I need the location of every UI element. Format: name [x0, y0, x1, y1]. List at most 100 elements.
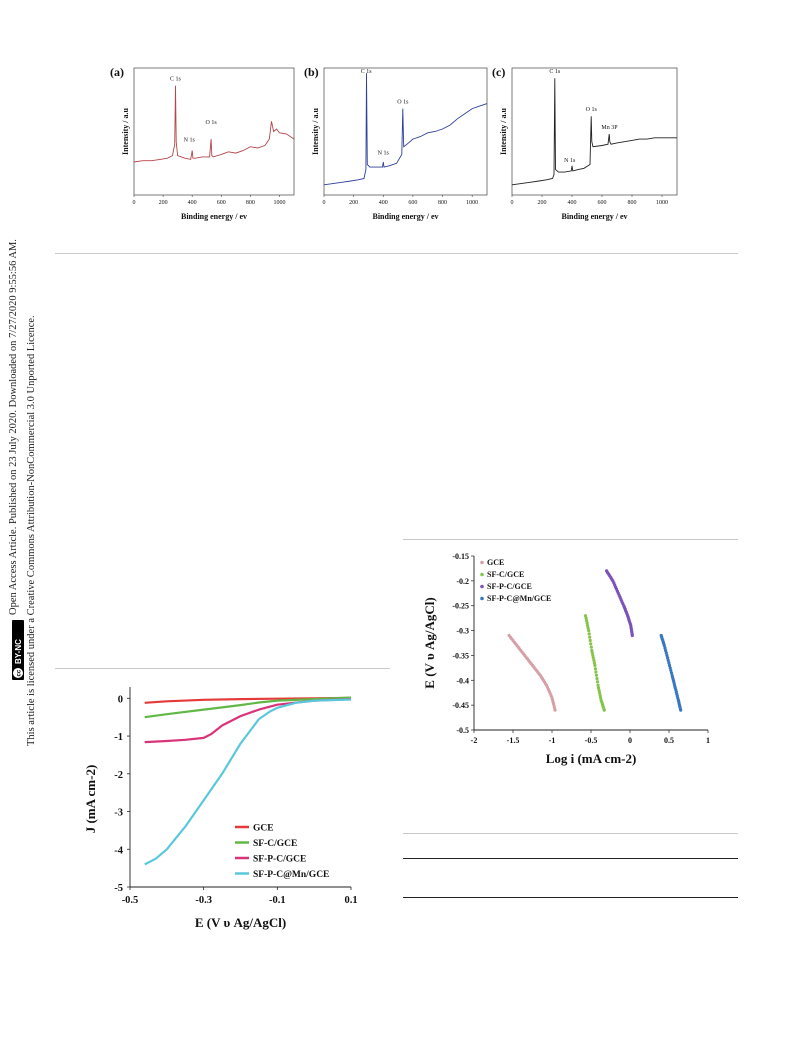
xps-panel-a: (a) 0 200 400 600 800 1000 Binding energy / ev I…: [108, 60, 298, 235]
peak-label: C 1s: [361, 69, 373, 75]
x-axis-label: Binding energy / ev: [181, 212, 247, 221]
x-tick-label: -1: [549, 736, 556, 745]
x-tick-label: 1000: [466, 200, 478, 206]
data-point: [598, 691, 602, 695]
license-side-note: Open Access Article. Published on 23 Jul…: [4, 120, 44, 746]
side-note-line1: Open Access Article. Published on 23 Jul…: [8, 239, 19, 615]
legend-label: SF-P-C/GCE: [487, 582, 532, 591]
data-point: [597, 688, 601, 692]
data-point: [553, 708, 557, 712]
series-line: [144, 698, 352, 866]
data-point: [595, 680, 600, 684]
peak-label: C 1s: [549, 69, 561, 75]
figure-separator: [55, 253, 738, 254]
peak-label: Mn 3P: [601, 125, 618, 131]
y-tick-label: -0.3: [456, 627, 469, 636]
data-point: [594, 673, 599, 677]
data-point: [588, 635, 592, 639]
x-tick-label: 600: [408, 200, 417, 206]
data-point: [669, 671, 674, 675]
plot-frame: [133, 67, 295, 196]
x-tick-label: 0: [133, 200, 136, 206]
data-point: [589, 645, 593, 649]
x-tick-label: 600: [217, 200, 226, 206]
legend-label: SF-P-C/GCE: [253, 855, 306, 865]
x-tick-label: -0.5: [122, 895, 139, 906]
y-tick-label: -0.35: [452, 651, 469, 660]
x-tick-label: 1000: [656, 200, 668, 206]
data-point: [667, 663, 672, 667]
x-tick-label: 0: [628, 736, 632, 745]
data-point: [585, 621, 589, 625]
legend-label: GCE: [253, 824, 274, 834]
data-point: [596, 686, 601, 690]
xps-panel-b: (b) 0 200 400 600 800 1000 Binding energy / ev I…: [302, 60, 492, 235]
data-point: [593, 667, 597, 671]
x-tick-label: 200: [349, 200, 358, 206]
x-tick-label: 400: [188, 200, 197, 206]
xps-spectrum-line: [133, 85, 295, 163]
peak-label: O 1s: [206, 120, 218, 126]
y-axis-label: J (mA cm-2): [83, 765, 98, 834]
data-point: [586, 624, 590, 628]
plot-frame: [511, 67, 678, 196]
data-point: [595, 677, 599, 681]
data-point: [586, 626, 590, 630]
legend-marker: [480, 596, 484, 601]
data-point: [599, 696, 603, 700]
cc-by-nc-badge[interactable]: cc BY-NC: [12, 620, 24, 680]
legend-label: SF-C/GCE: [253, 839, 297, 849]
x-tick-label: 200: [159, 200, 168, 206]
data-point: [588, 638, 592, 643]
data-point: [584, 616, 588, 620]
data-point: [664, 651, 668, 655]
data-point: [590, 651, 594, 655]
x-tick-label: 400: [379, 200, 388, 206]
y-axis-label: Intensity / a.u: [499, 108, 508, 155]
x-axis-label: Binding energy / ev: [561, 212, 627, 221]
cc-icon: cc: [17, 669, 23, 676]
data-point: [666, 658, 670, 662]
legend-label: SF-P-C@Mn/GCE: [253, 870, 329, 880]
x-axis-label: Log i (mA cm-2): [546, 751, 637, 766]
x-tick-label: 400: [568, 200, 577, 206]
lsv-chart: 0 -1 -2 -3 -4 -5 -0.5 -0.3 -0.1 0.1 E (V υ Ag/AgCl…: [75, 675, 375, 940]
legend-label: SF-P-C@Mn/GCE: [487, 594, 551, 603]
data-point: [664, 648, 668, 653]
x-tick-label: 0.5: [664, 736, 674, 745]
panel-label: (a): [110, 65, 124, 79]
y-tick-label: -0.5: [456, 726, 469, 735]
series-line: [144, 698, 352, 744]
legend-marker: [480, 572, 484, 577]
y-axis-label: E (V υ Ag/AgCl): [422, 597, 437, 688]
y-tick-label: 0: [118, 694, 123, 705]
y-axis-label: Intensity / a.u: [121, 108, 130, 155]
tafel-chart: -0.15 -0.2 -0.25 -0.3 -0.35 -0.4 -0.45 -0.5 -2 -1…: [410, 548, 730, 773]
x-tick-label: -2: [471, 736, 478, 745]
data-point: [663, 646, 667, 650]
table-rule-3: [403, 897, 738, 898]
peak-label: N 1s: [184, 138, 196, 144]
legend-marker: [480, 560, 484, 565]
x-tick-label: 0: [511, 200, 514, 206]
x-tick-label: 200: [538, 200, 547, 206]
x-tick-label: 800: [438, 200, 447, 206]
data-point: [591, 653, 595, 657]
data-point: [592, 658, 596, 662]
peak-label: O 1s: [586, 107, 598, 113]
x-tick-label: -0.5: [585, 736, 598, 745]
x-tick-label: 600: [598, 200, 607, 206]
data-point: [593, 663, 597, 667]
y-tick-label: -0.15: [452, 552, 469, 561]
data-point: [596, 683, 600, 687]
data-point: [667, 661, 671, 665]
x-tick-label: 800: [246, 200, 255, 206]
y-tick-label: -0.45: [452, 701, 469, 710]
y-tick-label: -1: [114, 732, 123, 743]
xps-spectrum-line: [511, 78, 677, 186]
series-line: [144, 696, 352, 719]
x-tick-label: 0: [323, 200, 326, 206]
y-tick-label: -0.4: [456, 676, 469, 685]
x-tick-label: -1.5: [507, 736, 520, 745]
xps-panel-c: (c) 0 200 400 600 800 1000 Binding energy / ev I…: [490, 60, 690, 235]
